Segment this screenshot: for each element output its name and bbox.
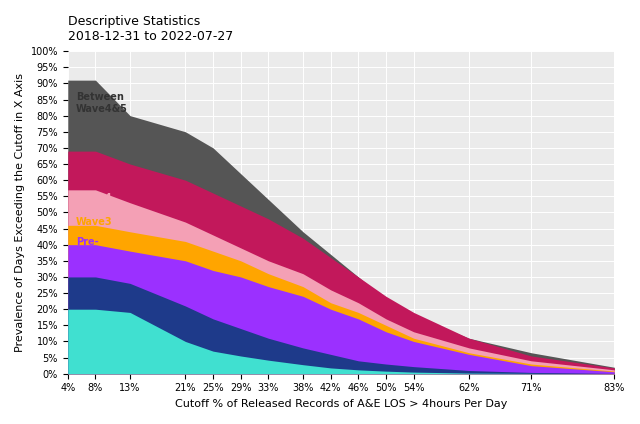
Text: Wave3: Wave3: [76, 217, 113, 227]
Text: Wave5: Wave5: [76, 164, 113, 174]
Text: Wave2: Wave2: [76, 337, 113, 346]
Text: Wave1: Wave1: [76, 287, 113, 296]
Text: Between
Wave4&5: Between Wave4&5: [76, 92, 128, 114]
Text: Wave4: Wave4: [76, 193, 113, 203]
Text: Pre-
COVID: Pre- COVID: [76, 237, 110, 259]
Y-axis label: Prevalence of Days Exceeding the Cutoff in X Axis: Prevalence of Days Exceeding the Cutoff …: [15, 73, 25, 352]
Text: Descriptive Statistics
2018-12-31 to 2022-07-27: Descriptive Statistics 2018-12-31 to 202…: [68, 15, 233, 43]
X-axis label: Cutoff % of Released Records of A&E LOS > 4hours Per Day: Cutoff % of Released Records of A&E LOS …: [175, 399, 508, 409]
